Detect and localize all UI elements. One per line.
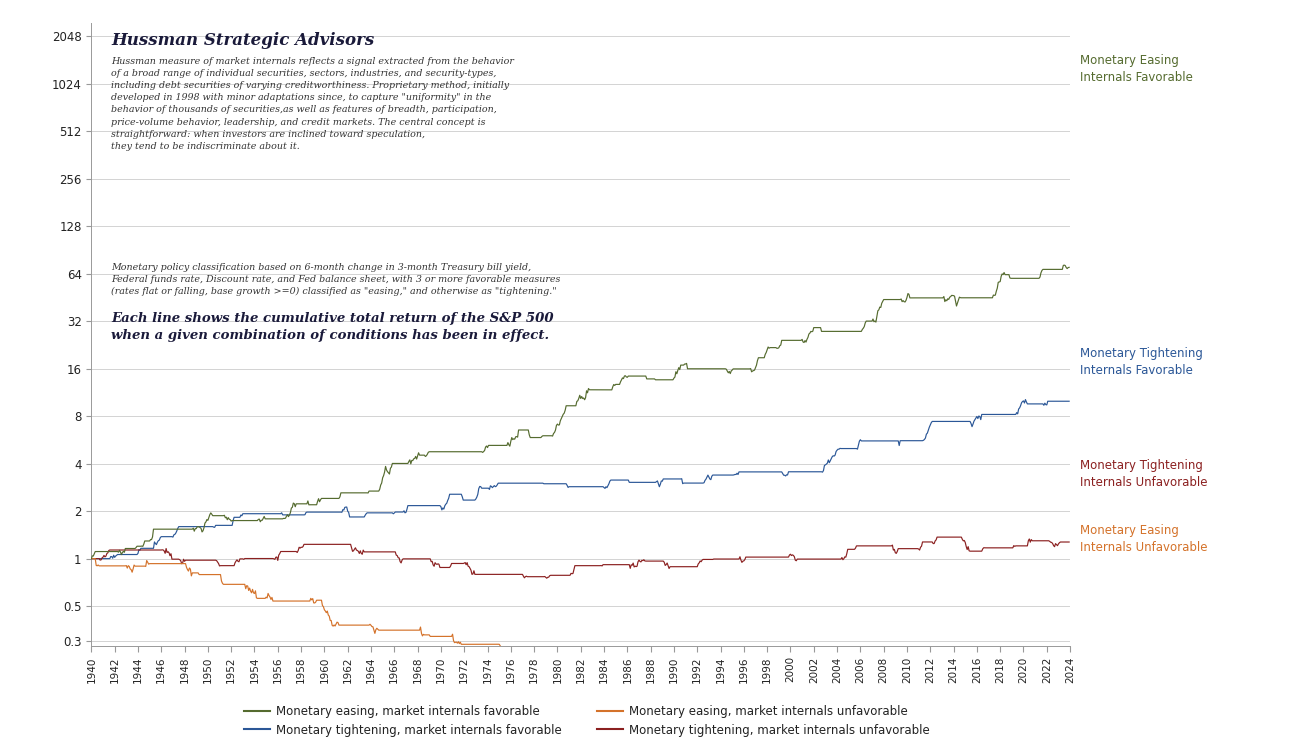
Text: Monetary Easing
Internals Unfavorable: Monetary Easing Internals Unfavorable <box>1081 524 1207 554</box>
Text: Monetary Tightening
Internals Favorable: Monetary Tightening Internals Favorable <box>1081 347 1203 377</box>
Text: Monetary Tightening
Internals Unfavorable: Monetary Tightening Internals Unfavorabl… <box>1081 459 1207 489</box>
Text: Hussman measure of market internals reflects a signal extracted from the behavio: Hussman measure of market internals refl… <box>111 57 514 151</box>
Text: Each line shows the cumulative total return of the S&P 500
when a given combinat: Each line shows the cumulative total ret… <box>111 312 553 342</box>
Legend: Monetary easing, market internals favorable, Monetary tightening, market interna: Monetary easing, market internals favora… <box>240 700 934 741</box>
Text: Hussman Strategic Advisors: Hussman Strategic Advisors <box>111 32 375 49</box>
Text: Monetary policy classification based on 6-month change in 3-month Treasury bill : Monetary policy classification based on … <box>111 263 560 296</box>
Text: Monetary Easing
Internals Favorable: Monetary Easing Internals Favorable <box>1081 54 1193 83</box>
